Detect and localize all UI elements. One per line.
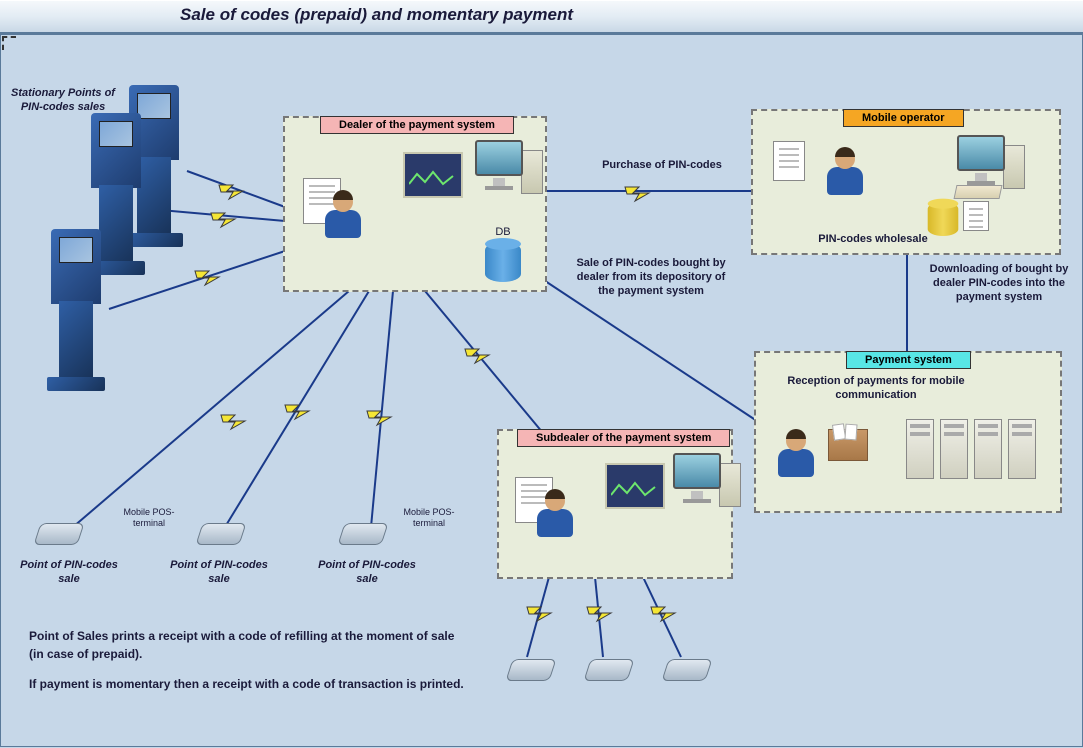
edge-label-purchase: Purchase of PIN-codes <box>577 159 747 173</box>
diagram-canvas: Stationary Points of PIN-codes sales Dea… <box>0 34 1083 747</box>
card-file-icon <box>828 429 868 461</box>
edge-label-download: Downloading of bought by dealer PIN-code… <box>919 263 1079 304</box>
database-yellow-icon <box>928 202 959 236</box>
kiosk-icon <box>41 229 111 409</box>
wholesale-caption: PIN-codes wholesale <box>793 233 953 247</box>
pos-terminal-icon <box>587 659 635 693</box>
person-icon <box>533 489 577 539</box>
monitor-chart-icon <box>403 152 473 212</box>
subdealer-label: Subdealer of the payment system <box>517 429 730 447</box>
payment-system-caption: Reception of payments for mobile communi… <box>776 375 976 403</box>
pos-terminal-icon <box>199 523 247 557</box>
kiosk-label: Stationary Points of PIN-codes sales <box>5 87 121 115</box>
db-label: DB <box>483 226 523 240</box>
pos-terminal-icon <box>37 523 85 557</box>
server-icon <box>974 419 1002 479</box>
pos-terminal-icon <box>665 659 713 693</box>
operator-person-icon <box>823 147 867 197</box>
computer-icon <box>467 140 537 210</box>
keyboard-icon <box>954 185 1003 199</box>
point-of-sale-label: Point of PIN-codes sale <box>15 559 123 587</box>
pos-terminal-icon <box>341 523 389 557</box>
page-title: Sale of codes (prepaid) and momentary pa… <box>180 5 573 25</box>
dealer-box: Dealer of the payment system DB <box>283 116 547 292</box>
point-of-sale-label: Point of PIN-codes sale <box>165 559 273 587</box>
server-icon <box>906 419 934 479</box>
pos-terminal-icon <box>509 659 557 693</box>
database-icon <box>485 242 521 282</box>
list-document-icon <box>773 141 805 181</box>
mobile-operator-label: Mobile operator <box>843 109 964 127</box>
server-icon <box>940 419 968 479</box>
edge-label-sale-depository: Sale of PIN-codes bought by dealer from … <box>571 257 731 298</box>
person-icon <box>321 190 365 240</box>
mobile-terminal-label: Mobile POS-terminal <box>109 507 189 530</box>
payment-system-label: Payment system <box>846 351 971 369</box>
subdealer-box: Subdealer of the payment system <box>497 429 733 579</box>
payment-system-box: Payment system Reception of payments for… <box>754 351 1062 513</box>
footnote-line2: If payment is momentary then a receipt w… <box>29 675 469 693</box>
mobile-terminal-label: Mobile POS-terminal <box>389 507 469 530</box>
server-icon <box>1008 419 1036 479</box>
mobile-operator-box: Mobile operator PIN-codes wholesale <box>751 109 1061 255</box>
computer-icon <box>665 453 735 523</box>
dealer-box-label: Dealer of the payment system <box>320 116 514 134</box>
spreadsheet-icon <box>963 201 989 231</box>
footnote-line1: Point of Sales prints a receipt with a c… <box>29 627 469 663</box>
person-icon <box>774 429 818 479</box>
point-of-sale-label: Point of PIN-codes sale <box>313 559 421 587</box>
